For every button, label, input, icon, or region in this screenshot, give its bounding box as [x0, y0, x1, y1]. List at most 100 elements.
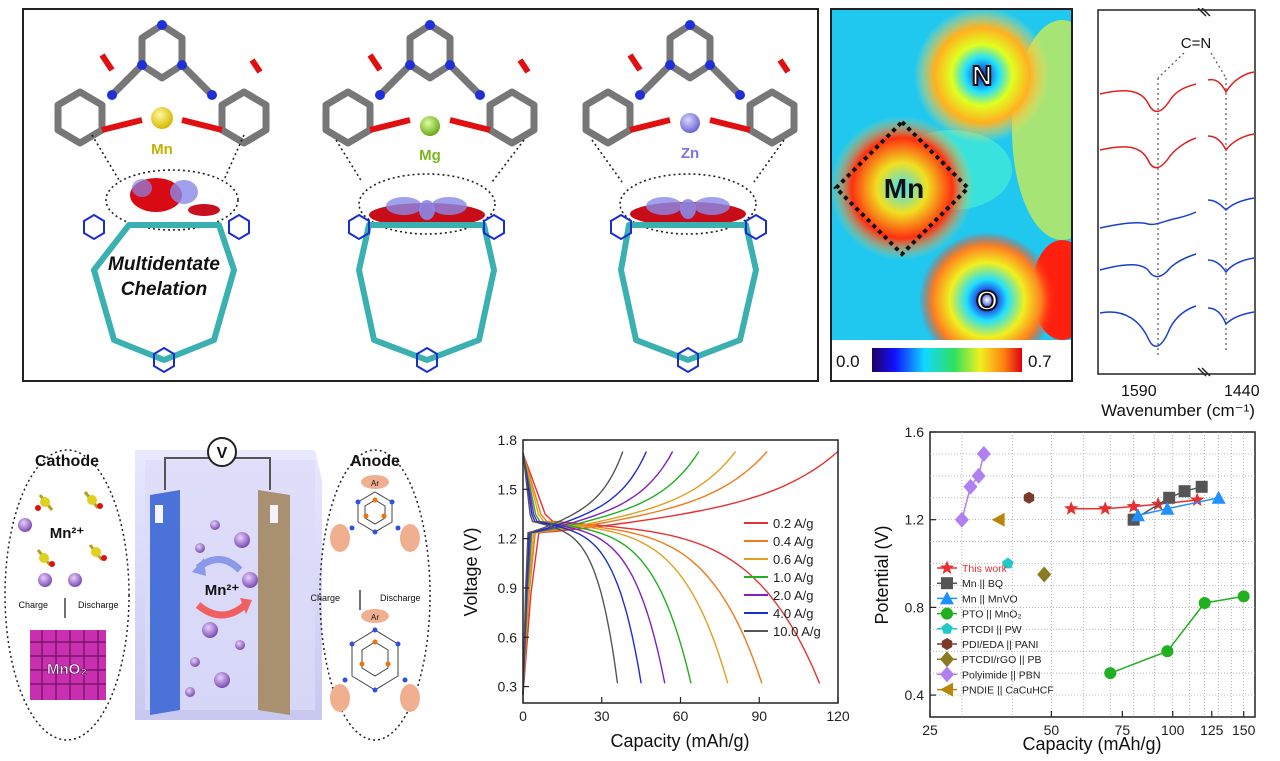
comparison-point — [1237, 590, 1250, 603]
panel-a-svg: Mn Mg Zn — [54, 20, 798, 374]
gcd-ytick-label: 1.5 — [498, 481, 518, 497]
comparison-series-line — [1133, 486, 1202, 521]
comparison-series-line — [1110, 595, 1244, 674]
gcd-xtick-label: 60 — [673, 708, 689, 724]
comparison-point — [1064, 501, 1079, 515]
gcd-legend-label: 10.0 A/g — [773, 624, 821, 639]
comparison-point — [1130, 508, 1145, 522]
gcd-curves — [522, 450, 839, 695]
comparison-ytick-label: 1.2 — [905, 512, 925, 528]
comparison-xtick-label: 25 — [922, 722, 938, 738]
comparison-ytick-label: 0.8 — [905, 599, 925, 615]
panel-a-structures: Mn Mg Zn — [22, 8, 819, 382]
gcd-ytick-label: 0.3 — [498, 679, 518, 695]
comparison-point — [1198, 597, 1211, 609]
electrode-cathode — [150, 490, 180, 715]
comparison-point — [940, 591, 954, 605]
panel-b-elf-map: N Mn O 0.0 0.7 — [830, 7, 1112, 382]
gcd-charge-curve — [522, 451, 648, 695]
ftir-annotation: C=N — [1181, 35, 1211, 52]
gcd-legend-label: 1.0 A/g — [773, 570, 813, 585]
gcd-legend-label: 2.0 A/g — [773, 588, 813, 603]
comparison-legend-label: Mn || MnVO — [962, 593, 1018, 605]
comparison-point — [941, 577, 953, 590]
gcd-xtick-label: 0 — [519, 708, 527, 724]
comparison-legend-label: PNDIE || CaCuHCF — [962, 685, 1054, 697]
gcd-ylabel: Voltage (V) — [461, 527, 481, 616]
gcd-legend-label: 0.2 A/g — [773, 516, 813, 531]
molecule-zn: Zn — [582, 20, 798, 162]
comparison-point — [1161, 645, 1174, 658]
cathode-title: Cathode — [35, 453, 99, 470]
comparison-point — [939, 560, 955, 575]
gcd-discharge-curve — [522, 453, 692, 684]
cathode-discharge-label: Discharge — [78, 600, 119, 610]
wire-right — [232, 457, 271, 490]
gcd-xlabel: Capacity (mAh/g) — [610, 731, 749, 751]
cathode-ions — [18, 491, 107, 587]
gcd-xtick-label: 90 — [751, 708, 767, 724]
comparison-axes: 25 50 75 100 125 150 0.4 0.8 1.2 1.6 — [905, 424, 1256, 738]
ion-arrow-down — [195, 602, 248, 619]
comparison-legend-label: PDI/EDA || PANI — [962, 639, 1038, 651]
elf-atom-o: O — [976, 285, 998, 316]
gcd-charge-curve — [522, 451, 768, 695]
charge-density-mg — [369, 197, 485, 227]
caption-multidentate: Multidentate — [108, 254, 220, 275]
comparison-point — [941, 607, 953, 620]
panel-d-battery-schematic: Cathode Mn²⁺ Charge Discharge MnO₂ V — [0, 430, 450, 750]
panel-e-gcd-chart: 0 30 60 90 120 0.3 0.6 0.9 1.2 1.5 1.8 0.2 A/g 0.4 … — [455, 425, 855, 755]
gcd-legend-label: 0.4 A/g — [773, 534, 813, 549]
anode-structure-top — [330, 475, 420, 552]
comparison-legend-label: PTCDI/rGO || PB — [962, 654, 1042, 666]
framework-hexagons — [91, 222, 759, 363]
comparison-legend-label: Polyimide || PBN — [962, 669, 1040, 681]
gcd-ytick-label: 0.9 — [498, 580, 518, 596]
charge-density-zn — [630, 197, 746, 226]
cathode-ion-label: Mn²⁺ — [50, 525, 85, 542]
comparison-point — [1037, 566, 1052, 583]
comparison-chart-svg: 25 50 75 100 125 150 0.4 0.8 1.2 1.6 This work Mn … — [872, 424, 1256, 754]
gcd-charge-curve — [522, 451, 700, 695]
comparison-legend-label: This work — [962, 563, 1008, 575]
elf-atom-mn: Mn — [884, 173, 924, 204]
zoom-guides — [91, 134, 785, 235]
comparison-point — [940, 666, 954, 683]
comparison-xtick-label: 125 — [1200, 722, 1224, 738]
comparison-legend-label: Mn || BQ — [962, 578, 1003, 590]
framework-nodes — [83, 213, 767, 374]
gcd-xtick-label: 30 — [594, 708, 610, 724]
metal-label-zn: Zn — [681, 145, 699, 162]
comparison-point — [1104, 667, 1117, 680]
ftir-xtick-left: 1590 — [1121, 383, 1157, 400]
metal-label-mn: Mn — [151, 141, 173, 158]
cathode-charge-label: Charge — [18, 600, 48, 610]
comparison-legend-label: PTO || MnO₂ — [962, 609, 1022, 621]
panel-c-ftir: C=N 1590 1440 Wavenumber (cm⁻¹) — [1086, 7, 1276, 428]
comparison-xtick-label: 150 — [1232, 722, 1256, 738]
gcd-xtick-label: 120 — [826, 708, 850, 724]
comparison-point — [941, 638, 953, 650]
anode-ellipse — [319, 449, 431, 741]
comparison-xtick-label: 50 — [1044, 722, 1060, 738]
comparison-legend-label: PTCDI || PW — [962, 624, 1022, 636]
panel-b-svg: N Mn O 0.0 0.7 — [830, 7, 1112, 380]
gcd-chart-svg: 0 30 60 90 120 0.3 0.6 0.9 1.2 1.5 1.8 0.2 A/g 0.4 … — [461, 432, 850, 751]
comparison-ytick-label: 0.4 — [905, 687, 925, 703]
mn-atom — [151, 107, 173, 129]
gcd-legend-label: 0.6 A/g — [773, 552, 813, 567]
comparison-series-line — [961, 453, 985, 520]
molecule-mn: Mn — [54, 20, 270, 158]
anode-ar-top: Ar — [371, 479, 379, 488]
comparison-point — [1126, 499, 1141, 513]
comparison-point — [991, 512, 1005, 527]
comparison-point — [1023, 491, 1035, 504]
comparison-legend: This work Mn || BQ Mn || MnVO PTO || MnO₂ PT… — [937, 560, 1054, 697]
gcd-charge-curve — [522, 451, 624, 695]
comparison-xlabel: Capacity (mAh/g) — [1022, 734, 1161, 754]
comparison-point — [971, 467, 986, 484]
anode-structure-bottom — [330, 609, 420, 712]
mn-highlight-diamond — [833, 119, 971, 257]
gcd-axes: 0 30 60 90 120 0.3 0.6 0.9 1.2 1.5 1.8 — [498, 432, 850, 724]
cathode-ellipse — [4, 449, 130, 741]
